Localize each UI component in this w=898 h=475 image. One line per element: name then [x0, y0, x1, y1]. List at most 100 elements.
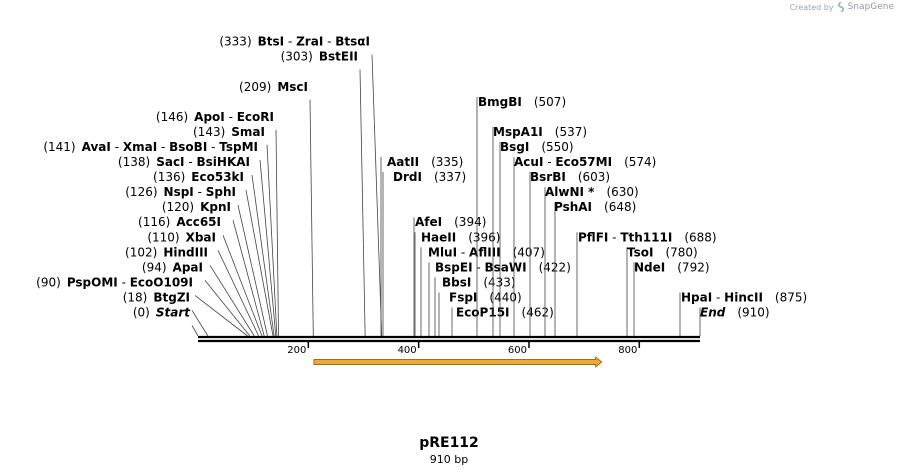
- enzyme-name: AvaI: [82, 140, 111, 154]
- enzyme-name: BmgBI: [478, 95, 522, 109]
- separator: -: [207, 140, 219, 154]
- site-label: (143) SmaI: [193, 125, 265, 139]
- site-leader-line: [371, 54, 383, 337]
- enzyme-name: ApoI: [194, 110, 225, 124]
- spacer: [501, 245, 513, 259]
- spacer: [612, 155, 624, 169]
- site-position: (337): [434, 170, 466, 184]
- spacer: [456, 230, 468, 244]
- spacer: [672, 230, 684, 244]
- site-tsoi: TsoI (780): [626, 245, 698, 336]
- site-label: PshAI (648): [554, 200, 636, 214]
- enzyme-name: MscI: [277, 80, 308, 94]
- site-position: (537): [555, 125, 587, 139]
- site-apoi: (146) ApoI - EcoRI: [156, 110, 279, 337]
- separator: -: [185, 155, 197, 169]
- plasmid-size: 910 bp: [429, 453, 469, 466]
- site-aatii: AatII (335): [380, 155, 463, 336]
- site-position: (90): [36, 275, 61, 289]
- site-acc65i: (116) Acc65I: [138, 215, 263, 337]
- enzyme-name: SphI: [206, 185, 236, 199]
- site-leader-line: [309, 99, 314, 337]
- site-leader-line: [245, 189, 274, 337]
- site-position: (780): [665, 245, 697, 259]
- site-bsteii: (303) BstEII: [281, 50, 366, 337]
- site-btgzi: (18) BtgZI: [123, 290, 209, 337]
- enzyme-name: Eco57MI: [555, 155, 612, 169]
- spacer: [442, 215, 454, 229]
- site-position: (141): [43, 140, 75, 154]
- site-position: (407): [513, 245, 545, 259]
- site-label: (90) PspOMI - EcoO109I: [36, 275, 193, 289]
- site-leader-line: [222, 235, 263, 337]
- plasmid-name: pRE112: [419, 435, 479, 451]
- enzyme-name: AatII: [387, 155, 419, 169]
- site-label: BspEI - BsaWI (422): [435, 260, 571, 274]
- site-position: (303): [281, 50, 313, 64]
- site-pshai: PshAI (648): [554, 200, 636, 336]
- separator: -: [194, 185, 206, 199]
- site-label: (110) XbaI: [147, 230, 216, 244]
- site-hindiii: (102) HindIII: [125, 245, 255, 337]
- enzyme-name: FspI: [449, 290, 477, 304]
- enzyme-name: BsiHKAI: [197, 155, 251, 169]
- site-label: (141) AvaI - XmaI - BsoBI - TspMI: [43, 140, 258, 154]
- enzyme-name: DrdI: [393, 170, 422, 184]
- enzyme-name: PshAI: [554, 200, 592, 214]
- site-position: (94): [142, 260, 167, 274]
- site-label: NdeI (792): [634, 260, 710, 274]
- spacer: [510, 306, 522, 320]
- site-eco53ki: (136) Eco53kI: [153, 170, 274, 337]
- site-bsgi: BsgI (550): [499, 140, 574, 336]
- axis-tick-label: 600: [508, 345, 527, 356]
- site-position: (116): [138, 215, 170, 229]
- site-label: (0) Start: [133, 306, 191, 320]
- enzyme-name: MspA1I: [493, 125, 543, 139]
- enzyme-name: AcuI: [514, 155, 543, 169]
- spacer: [529, 140, 541, 154]
- enzyme-name: BtsI: [258, 35, 285, 49]
- site-label: (116) Acc65I: [138, 215, 221, 229]
- enzyme-name: BsoBI: [169, 140, 207, 154]
- enzyme-name: ZraI: [296, 35, 323, 49]
- enzyme-name: BtsαI: [335, 35, 370, 49]
- axis-tick-label: 800: [618, 345, 637, 356]
- enzyme-name: AfeI: [415, 215, 442, 229]
- enzyme-name: HindIII: [163, 245, 208, 259]
- site-label: BmgBI (507): [478, 95, 566, 109]
- site-label: AlwNI * (630): [545, 185, 639, 199]
- enzyme-name: TsoI: [627, 245, 653, 259]
- site-acui: AcuI - Eco57MI (574): [513, 155, 656, 336]
- site-drdi: DrdI (337): [382, 170, 466, 336]
- site-position: (333): [219, 35, 251, 49]
- site-position: (209): [239, 80, 271, 94]
- enzyme-name: AflIII: [469, 245, 501, 259]
- separator: -: [712, 290, 724, 304]
- site-label: AatII (335): [387, 155, 463, 169]
- site-ecop15i: EcoP15I (462): [451, 306, 554, 336]
- site-leader-line: [251, 174, 275, 337]
- site-nspi: (126) NspI - SphI: [125, 185, 268, 337]
- site-position: (630): [606, 185, 638, 199]
- snapgene-logo-icon: [837, 2, 844, 12]
- site-leader-line: [359, 69, 366, 337]
- site-position: (792): [677, 260, 709, 274]
- site-leader-line: [232, 220, 265, 337]
- enzyme-name: EcoP15I: [456, 306, 510, 320]
- site-msci: (209) MscI: [239, 80, 314, 337]
- enzyme-name: HincII: [724, 290, 763, 304]
- orange-feature-arrow: [313, 356, 603, 368]
- site-position: (143): [193, 125, 225, 139]
- site-label: EcoP15I (462): [456, 306, 554, 320]
- site-label: (333) BtsI - ZraI - BtsαI: [219, 35, 370, 49]
- site-label: MspA1I (537): [493, 125, 587, 139]
- site-label: TsoI (780): [627, 245, 698, 259]
- site-label: End (910): [700, 306, 770, 320]
- site-ndei: NdeI (792): [633, 260, 710, 336]
- enzyme-name: NdeI: [634, 260, 665, 274]
- enzyme-name: ApaI: [173, 260, 203, 274]
- site-bmgbi: BmgBI (507): [476, 95, 566, 336]
- enzyme-name: SacI: [156, 155, 184, 169]
- site-position: (126): [125, 185, 157, 199]
